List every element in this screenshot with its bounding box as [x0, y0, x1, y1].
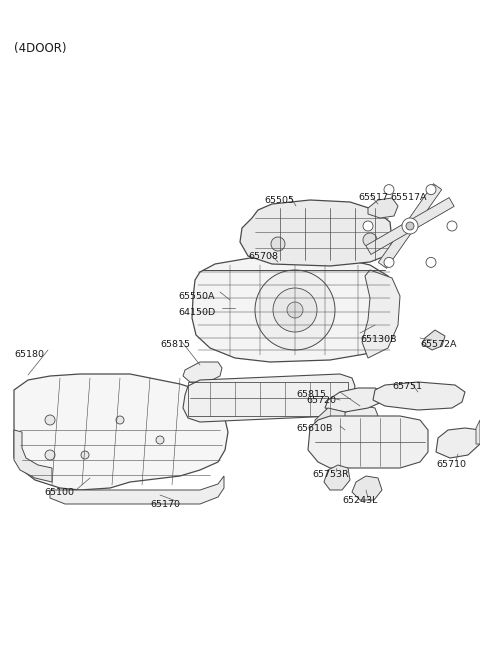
Polygon shape: [14, 374, 228, 490]
Text: 65610B: 65610B: [296, 424, 332, 433]
Circle shape: [45, 415, 55, 425]
Circle shape: [255, 270, 335, 350]
Text: 65572A: 65572A: [420, 340, 456, 349]
Text: 64150D: 64150D: [178, 308, 215, 317]
Text: 65753R: 65753R: [312, 470, 349, 479]
Text: 65170: 65170: [150, 500, 180, 509]
Polygon shape: [368, 198, 398, 218]
Polygon shape: [373, 382, 465, 410]
Polygon shape: [325, 388, 385, 412]
Polygon shape: [476, 420, 480, 444]
Text: 65505: 65505: [264, 196, 294, 205]
Text: 65517A: 65517A: [390, 193, 427, 202]
Circle shape: [287, 302, 303, 318]
Polygon shape: [340, 406, 378, 428]
Text: 65130B: 65130B: [360, 335, 396, 344]
Circle shape: [156, 436, 164, 444]
Polygon shape: [308, 416, 428, 468]
Polygon shape: [366, 197, 454, 255]
Text: 65708: 65708: [248, 252, 278, 261]
Text: 65100: 65100: [44, 488, 74, 497]
Text: 65710: 65710: [436, 460, 466, 469]
Polygon shape: [324, 465, 350, 490]
Circle shape: [116, 416, 124, 424]
Polygon shape: [436, 428, 480, 458]
Polygon shape: [50, 476, 224, 504]
Circle shape: [271, 237, 285, 251]
Polygon shape: [192, 255, 396, 362]
Circle shape: [426, 184, 436, 195]
Polygon shape: [315, 408, 345, 430]
Polygon shape: [378, 184, 442, 268]
Polygon shape: [362, 270, 400, 358]
Circle shape: [273, 288, 317, 332]
Text: 65517: 65517: [358, 193, 388, 202]
Circle shape: [384, 257, 394, 268]
Polygon shape: [366, 197, 454, 255]
Circle shape: [81, 451, 89, 459]
Polygon shape: [183, 362, 222, 382]
Text: 65815: 65815: [160, 340, 190, 349]
Polygon shape: [14, 430, 52, 482]
Text: 65815: 65815: [296, 390, 326, 399]
Polygon shape: [378, 184, 442, 268]
Circle shape: [363, 221, 373, 231]
Circle shape: [384, 184, 394, 195]
Text: 65751: 65751: [392, 382, 422, 391]
Text: 65243L: 65243L: [342, 496, 377, 505]
Text: 65720: 65720: [306, 396, 336, 405]
Text: 65180: 65180: [14, 350, 44, 359]
Circle shape: [402, 218, 418, 234]
Text: (4DOOR): (4DOOR): [14, 42, 67, 55]
Polygon shape: [352, 476, 382, 500]
Circle shape: [447, 221, 457, 231]
Text: 65550A: 65550A: [178, 292, 215, 301]
Circle shape: [363, 233, 377, 247]
Circle shape: [45, 450, 55, 460]
Polygon shape: [422, 330, 445, 350]
Polygon shape: [240, 200, 392, 266]
Circle shape: [406, 222, 414, 230]
Polygon shape: [183, 374, 355, 422]
Circle shape: [426, 257, 436, 268]
